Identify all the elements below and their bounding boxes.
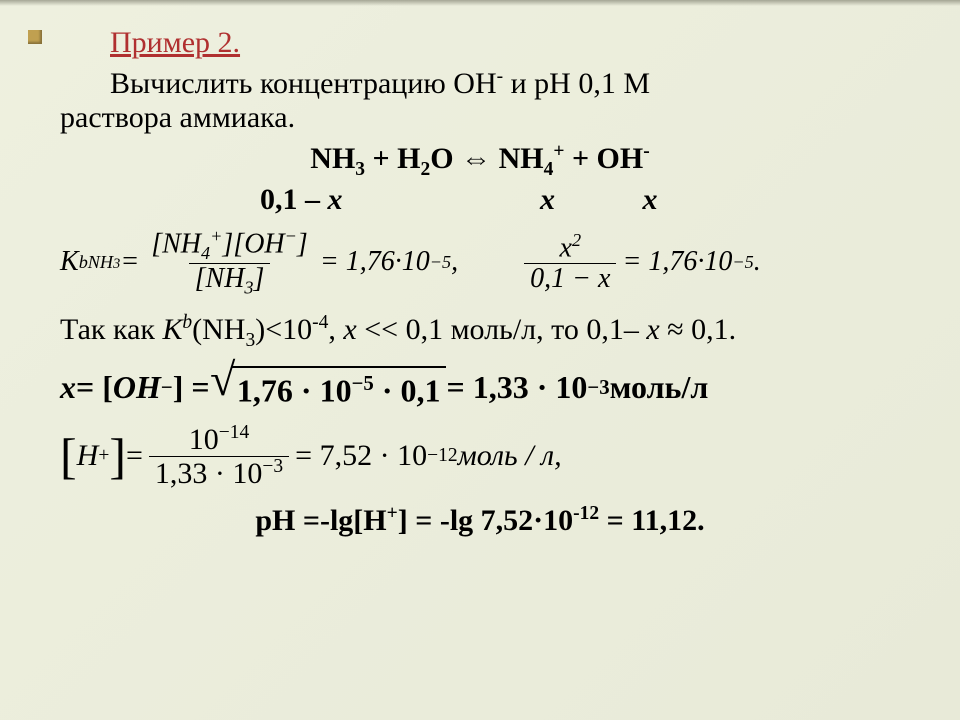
- problem-text: Вычислить концентрацию OH- и pH 0,1 M ра…: [60, 66, 900, 135]
- ice-row: 0,1 – x x x: [60, 183, 900, 217]
- kb-expression: KbNH3 = [NH4+][OH−] [NH3] = 1,76·10−5, x…: [60, 227, 900, 298]
- h-plus-calc: [H+] = 10−14 1,33 · 10−3 = 7,52 · 10−12 …: [60, 423, 900, 489]
- bullet-icon: [28, 30, 42, 44]
- reaction-equation: NH3 + H2O ⇔ NH4+ + OH-: [60, 141, 900, 181]
- x-solution: x = [OH−] = √ 1,76 · 10−5 · 0,1 = 1,33 ·…: [60, 366, 900, 410]
- example-title: Пример 2.: [110, 26, 900, 60]
- ph-result: pH =-lg[H+] = -lg 7,52·10-12 = 11,12.: [60, 503, 900, 538]
- approximation-condition: Так как Кb(NH3)<10-4, x << 0,1 моль/л, т…: [60, 312, 900, 352]
